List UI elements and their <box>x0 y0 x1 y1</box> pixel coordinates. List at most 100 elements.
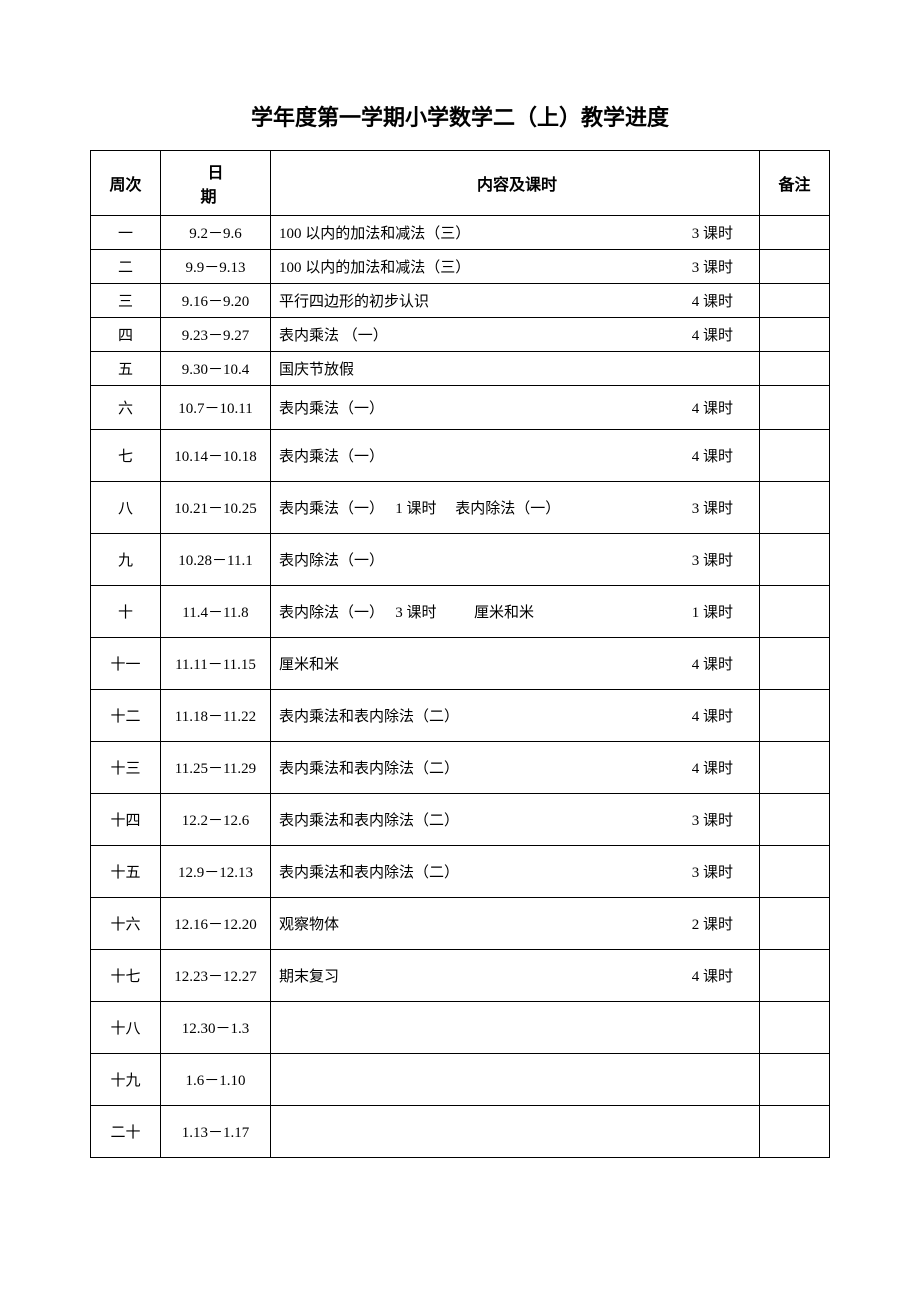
header-note: 备注 <box>760 151 830 216</box>
cell-content: 厘米和米 4 课时 <box>271 638 760 690</box>
table-row: 十四12.2－12.6 表内乘法和表内除法（二） 3 课时 <box>91 794 830 846</box>
content-hours: 3 课时 <box>692 256 733 277</box>
table-row: 十一11.11－11.15 厘米和米 4 课时 <box>91 638 830 690</box>
content-hours: 3 课时 <box>692 549 733 570</box>
cell-content: 100 以内的加法和减法（三） 3 课时 <box>271 250 760 284</box>
header-date: 日 期 <box>161 151 271 216</box>
cell-week: 八 <box>91 482 161 534</box>
page-title: 学年度第一学期小学数学二（上）教学进度 <box>90 100 830 132</box>
cell-date: 10.14－10.18 <box>161 430 271 482</box>
content-hours: 1 课时 <box>692 601 733 622</box>
header-content: 内容及课时 <box>271 151 760 216</box>
cell-note <box>760 898 830 950</box>
cell-content: 表内乘法和表内除法（二） 3 课时 <box>271 846 760 898</box>
content-text: 厘米和米 <box>279 653 339 674</box>
content-hours: 3 课时 <box>692 861 733 882</box>
cell-week: 一 <box>91 216 161 250</box>
content-text: 表内乘法和表内除法（二） <box>279 861 459 882</box>
table-row: 二十1.13－1.17 <box>91 1106 830 1158</box>
content-text: 表内除法（一） <box>279 549 384 570</box>
cell-note <box>760 482 830 534</box>
table-row: 九10.28－11.1 表内除法（一） 3 课时 <box>91 534 830 586</box>
cell-week: 二 <box>91 250 161 284</box>
cell-week: 十六 <box>91 898 161 950</box>
cell-date: 9.30－10.4 <box>161 352 271 386</box>
cell-content: 表内乘法 （一）4 课时 <box>271 318 760 352</box>
cell-week: 十八 <box>91 1002 161 1054</box>
table-header-row: 周次 日 期 内容及课时 备注 <box>91 151 830 216</box>
cell-week: 十四 <box>91 794 161 846</box>
cell-content: 表内除法（一） 3 课时 <box>271 534 760 586</box>
table-row: 二9.9－9.13 100 以内的加法和减法（三） 3 课时 <box>91 250 830 284</box>
content-hours: 4 课时 <box>692 705 733 726</box>
table-row: 八10.21－10.25 表内乘法（一） 1 课时 表内除法（一） 3 课时 <box>91 482 830 534</box>
table-row: 六10.7－10.11表内乘法（一）4 课时 <box>91 386 830 430</box>
cell-content <box>271 1002 760 1054</box>
cell-week: 九 <box>91 534 161 586</box>
cell-week: 十二 <box>91 690 161 742</box>
table-row: 一9.2－9.6100 以内的加法和减法（三）3 课时 <box>91 216 830 250</box>
content-text: 表内乘法和表内除法（二） <box>279 705 459 726</box>
cell-date: 10.28－11.1 <box>161 534 271 586</box>
cell-week: 十九 <box>91 1054 161 1106</box>
table-row: 五9.30－10.4国庆节放假 <box>91 352 830 386</box>
cell-content: 表内乘法和表内除法（二） 3 课时 <box>271 794 760 846</box>
cell-note <box>760 794 830 846</box>
cell-week: 七 <box>91 430 161 482</box>
content-text: 100 以内的加法和减法（三） <box>279 256 470 277</box>
cell-content: 国庆节放假 <box>271 352 760 386</box>
cell-date: 12.16－12.20 <box>161 898 271 950</box>
cell-note <box>760 638 830 690</box>
content-hours: 2 课时 <box>692 913 733 934</box>
table-row: 十八12.30－1.3 <box>91 1002 830 1054</box>
cell-week: 二十 <box>91 1106 161 1158</box>
table-row: 四9.23－9.27表内乘法 （一）4 课时 <box>91 318 830 352</box>
cell-note <box>760 1002 830 1054</box>
cell-date: 11.4－11.8 <box>161 586 271 638</box>
content-hours: 4 课时 <box>692 653 733 674</box>
cell-note <box>760 284 830 318</box>
table-row: 十11.4－11.8 表内除法（一） 3 课时 厘米和米 1 课时 <box>91 586 830 638</box>
cell-content: 平行四边形的初步认识4 课时 <box>271 284 760 318</box>
cell-content: 表内乘法（一）4 课时 <box>271 430 760 482</box>
cell-note <box>760 1106 830 1158</box>
cell-note <box>760 250 830 284</box>
cell-note <box>760 386 830 430</box>
schedule-table: 周次 日 期 内容及课时 备注 一9.2－9.6100 以内的加法和减法（三）3… <box>90 150 830 1158</box>
cell-content <box>271 1054 760 1106</box>
content-hours: 3 课时 <box>692 809 733 830</box>
cell-note <box>760 846 830 898</box>
cell-date: 9.9－9.13 <box>161 250 271 284</box>
content-text: 平行四边形的初步认识 <box>279 290 429 311</box>
table-row: 十二11.18－11.22表内乘法和表内除法（二）4 课时 <box>91 690 830 742</box>
cell-date: 12.2－12.6 <box>161 794 271 846</box>
cell-date: 9.16－9.20 <box>161 284 271 318</box>
cell-date: 12.30－1.3 <box>161 1002 271 1054</box>
cell-content: 期末复习4 课时 <box>271 950 760 1002</box>
cell-content <box>271 1106 760 1158</box>
cell-week: 十一 <box>91 638 161 690</box>
content-text: 表内乘法和表内除法（二） <box>279 809 459 830</box>
cell-note <box>760 430 830 482</box>
table-row: 十三11.25－11.29表内乘法和表内除法（二）4 课时 <box>91 742 830 794</box>
cell-note <box>760 950 830 1002</box>
content-text: 表内乘法（一） 1 课时 表内除法（一） <box>279 497 560 518</box>
content-text: 国庆节放假 <box>279 358 354 379</box>
cell-week: 十 <box>91 586 161 638</box>
content-text: 表内乘法（一） <box>279 397 384 418</box>
cell-note <box>760 352 830 386</box>
cell-week: 十三 <box>91 742 161 794</box>
cell-week: 三 <box>91 284 161 318</box>
cell-date: 10.21－10.25 <box>161 482 271 534</box>
table-row: 十九1.6－1.10 <box>91 1054 830 1106</box>
content-hours: 3 课时 <box>692 222 733 243</box>
cell-date: 11.11－11.15 <box>161 638 271 690</box>
table-row: 三9.16－9.20平行四边形的初步认识4 课时 <box>91 284 830 318</box>
content-hours: 3 课时 <box>692 497 733 518</box>
table-row: 七10.14－10.18表内乘法（一）4 课时 <box>91 430 830 482</box>
content-text: 期末复习 <box>279 965 339 986</box>
content-text: 表内除法（一） 3 课时 厘米和米 <box>279 601 534 622</box>
content-hours: 4 课时 <box>692 757 733 778</box>
cell-note <box>760 216 830 250</box>
content-hours: 4 课时 <box>692 324 733 345</box>
